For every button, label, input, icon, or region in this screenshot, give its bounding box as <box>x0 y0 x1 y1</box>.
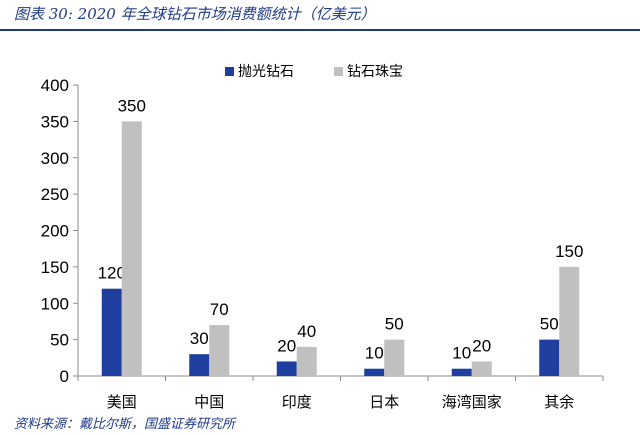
y-tick-label: 200 <box>41 222 69 241</box>
bar <box>276 361 297 376</box>
x-tick-label: 海湾国家 <box>442 393 502 411</box>
y-tick-label: 50 <box>50 331 69 350</box>
figure-title: 图表 30: 2020 年全球钻石市场消费额统计（亿美元） <box>14 5 376 23</box>
x-tick-label: 日本 <box>369 393 399 411</box>
bar <box>559 266 580 376</box>
bar <box>364 368 385 376</box>
legend-label-jewelry: 钻石珠宝 <box>347 64 403 80</box>
y-tick-label: 0 <box>60 367 69 386</box>
bar <box>121 121 142 376</box>
bar <box>296 346 317 376</box>
x-tick-label: 其余 <box>544 393 574 411</box>
data-label: 350 <box>118 96 146 115</box>
data-label: 20 <box>277 336 296 355</box>
y-tick-label: 300 <box>41 149 69 168</box>
data-label: 20 <box>472 336 491 355</box>
legend: 抛光钻石 钻石珠宝 <box>225 64 403 80</box>
x-tick-label: 中国 <box>194 393 224 411</box>
bar <box>384 339 405 376</box>
data-label: 150 <box>555 242 583 261</box>
y-tick-label: 100 <box>41 294 69 313</box>
title-rule <box>0 29 640 31</box>
data-label: 120 <box>98 264 126 283</box>
bar <box>471 361 492 376</box>
bar <box>539 339 560 376</box>
data-label: 10 <box>365 344 384 363</box>
y-tick-label: 150 <box>41 258 69 277</box>
data-label: 40 <box>297 322 316 341</box>
data-label: 30 <box>190 329 209 348</box>
bar <box>451 368 472 376</box>
bar <box>101 288 122 376</box>
data-label: 50 <box>385 315 404 334</box>
y-tick-label: 400 <box>41 76 69 95</box>
data-label: 70 <box>210 300 229 319</box>
bar <box>189 354 210 376</box>
y-tick-label: 350 <box>41 112 69 131</box>
bar <box>209 325 230 376</box>
x-tick-label: 美国 <box>107 393 137 411</box>
x-tick-label: 印度 <box>282 393 312 411</box>
legend-swatch-jewelry <box>334 67 343 76</box>
data-label: 10 <box>452 344 471 363</box>
source-note: 资料来源：戴比尔斯，国盛证券研究所 <box>14 417 236 432</box>
legend-swatch-polished <box>225 67 234 76</box>
y-tick-label: 250 <box>41 185 69 204</box>
data-label: 50 <box>540 315 559 334</box>
legend-label-polished: 抛光钻石 <box>238 64 294 80</box>
